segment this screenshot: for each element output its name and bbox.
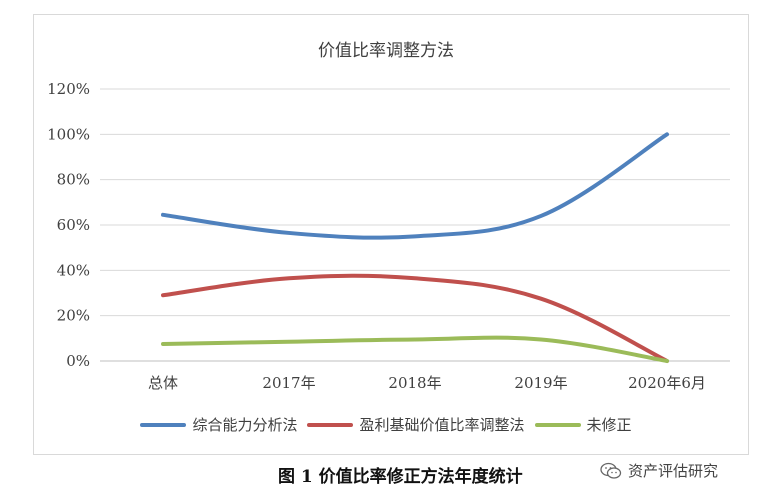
gridlines — [100, 88, 730, 362]
x-tick-label: 2018年 — [388, 374, 441, 392]
legend-swatch — [307, 422, 354, 427]
y-axis-ticks: 0% 20% 40% 60% 80% 100% 120% — [47, 80, 90, 370]
legend-label: 盈利基础价值比率调整法 — [359, 416, 525, 434]
legend-label: 未修正 — [586, 416, 632, 434]
y-tick-label: 20% — [57, 307, 90, 325]
legend-item: 未修正 — [534, 414, 632, 435]
series-line-2 — [161, 335, 669, 363]
legend-label: 综合能力分析法 — [192, 416, 298, 434]
chart-frame — [33, 14, 749, 455]
figure-caption: 图 1 价值比率修正方法年度统计 — [278, 467, 523, 487]
y-tick-label: 60% — [57, 216, 90, 234]
y-tick-label: 120% — [47, 80, 90, 98]
legend-swatch — [534, 422, 581, 427]
chart-title: 价值比率调整方法 — [318, 41, 454, 61]
x-tick-label: 总体 — [148, 374, 178, 392]
y-tick-label: 0% — [66, 352, 90, 370]
watermark: 资产评估研究 — [600, 460, 718, 481]
y-tick-label: 40% — [57, 261, 90, 279]
x-tick-label: 2020年6月 — [628, 374, 706, 392]
y-tick-label: 80% — [57, 171, 90, 189]
legend: 综合能力分析法 盈利基础价值比率调整法 未修正 — [0, 414, 772, 435]
wechat-icon — [600, 462, 622, 479]
x-axis-ticks: 总体 2017年 2018年 2019年 2020年6月 — [148, 374, 706, 392]
series-line-0 — [161, 132, 669, 240]
x-tick-label: 2019年 — [514, 374, 567, 392]
legend-item: 盈利基础价值比率调整法 — [307, 414, 525, 435]
x-tick-label: 2017年 — [262, 374, 315, 392]
legend-item: 综合能力分析法 — [140, 414, 297, 435]
y-tick-label: 100% — [47, 125, 90, 143]
watermark-text: 资产评估研究 — [628, 462, 719, 480]
legend-swatch — [140, 422, 187, 427]
series-lines — [161, 132, 669, 363]
